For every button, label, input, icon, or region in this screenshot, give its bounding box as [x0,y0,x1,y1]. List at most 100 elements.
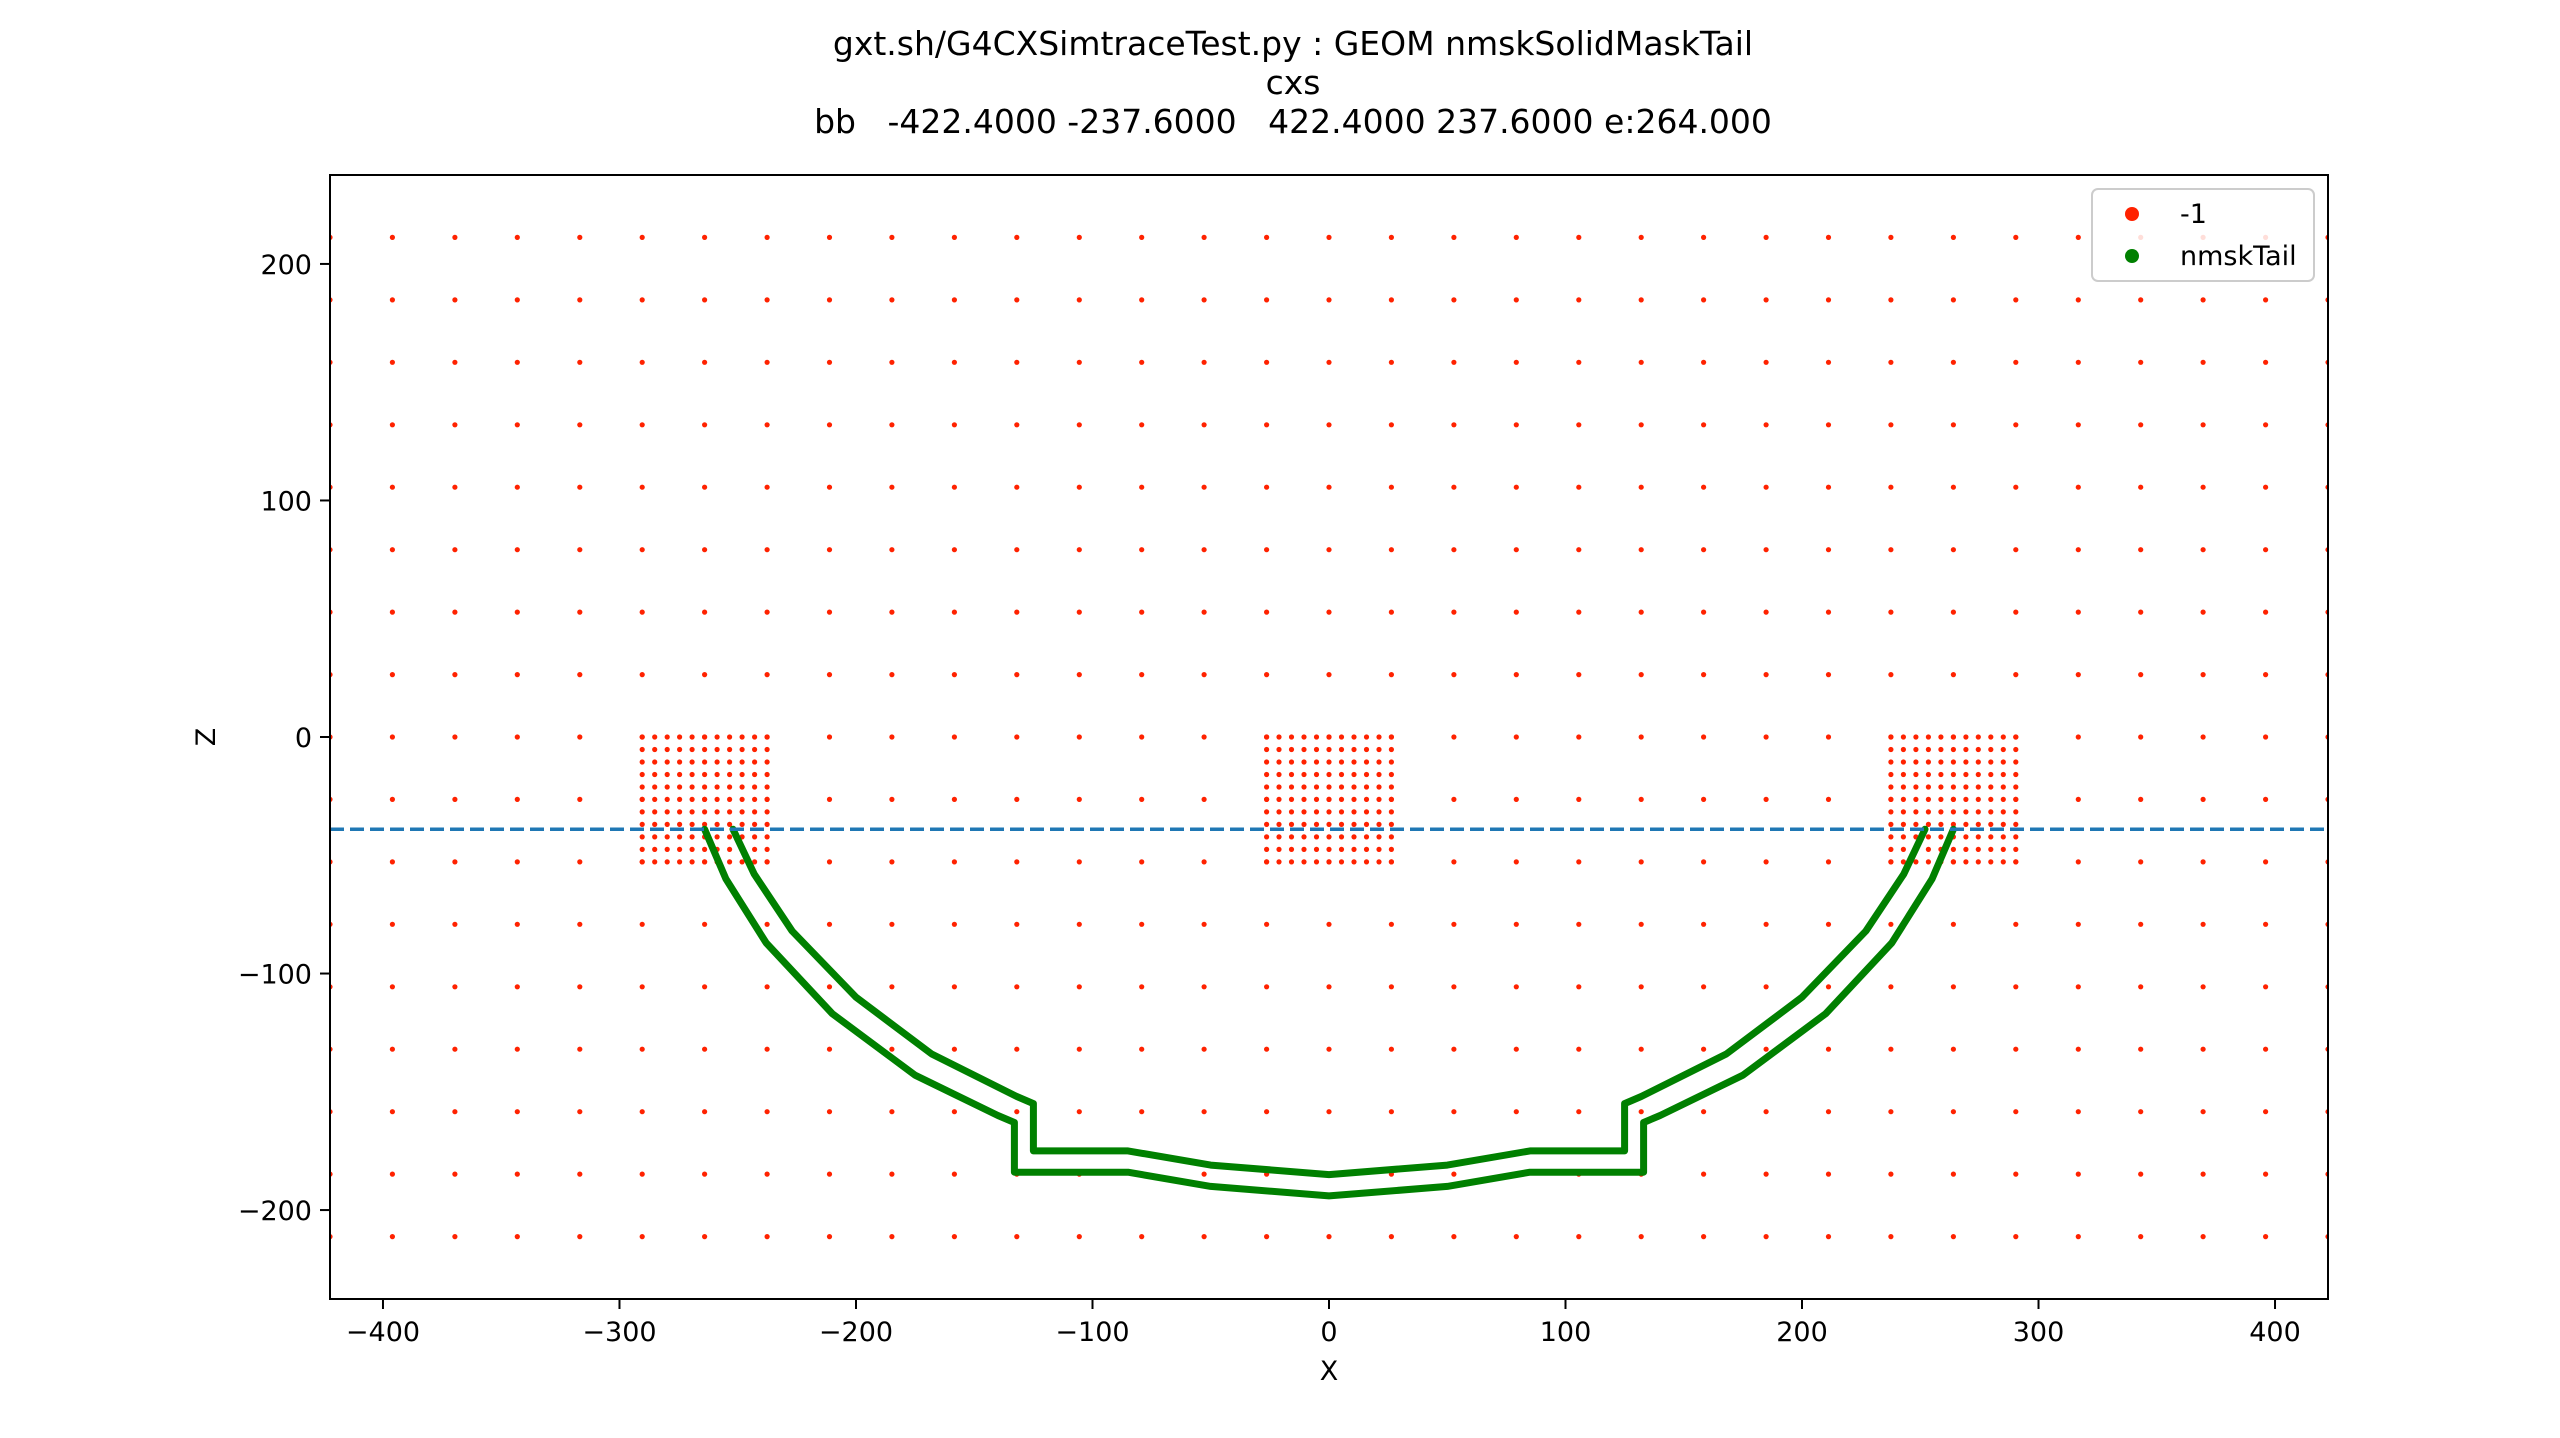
data-point-minus-one [2075,484,2081,490]
data-point-minus-one [2075,359,2081,365]
data-point-minus-one [1264,859,1270,865]
data-point-minus-one [1576,422,1582,428]
data-point-minus-one [1276,784,1282,790]
data-point-minus-one [1925,746,1931,753]
data-point-minus-one [2013,784,2019,790]
data-point-minus-one [452,734,458,740]
data-point-minus-one [1451,1046,1457,1052]
data-point-minus-one [639,734,645,740]
data-point-minus-one [677,834,683,840]
data-point-minus-one [727,784,733,790]
data-point-minus-one [389,734,395,740]
data-point-minus-one [1264,984,1270,990]
data-point-minus-one [764,746,770,753]
data-point-minus-one [1326,359,1332,365]
data-point-minus-one [1288,734,1295,740]
data-point-minus-one [1264,484,1270,490]
data-point-minus-one [702,846,708,853]
data-point-minus-one [1076,734,1082,740]
data-point-minus-one [739,759,745,765]
data-point-minus-one [2200,1046,2206,1052]
data-point-minus-one [452,1171,458,1177]
data-point-minus-one [1900,759,1906,765]
data-point-minus-one [1139,359,1145,365]
data-point-minus-one [1888,1046,1894,1052]
data-point-minus-one [1900,846,1906,853]
data-point-minus-one [1139,609,1145,615]
data-point-minus-one [826,547,833,553]
data-point-minus-one [689,834,695,840]
data-point-minus-one [1363,746,1370,753]
data-point-minus-one [1825,297,1832,303]
data-point-minus-one [2263,609,2269,615]
data-point-minus-one [1351,771,1357,778]
data-point-minus-one [664,746,670,753]
data-point-minus-one [1913,746,1919,753]
data-point-minus-one [1825,234,1832,240]
data-point-minus-one [664,796,670,803]
data-point-minus-one [1451,921,1457,927]
data-point-minus-one [514,984,520,990]
data-point-minus-one [639,234,645,240]
data-point-minus-one [639,859,645,865]
legend: -1 nmskTail [2091,188,2315,282]
data-point-minus-one [1313,809,1320,815]
data-point-minus-one [1076,547,1082,553]
legend-label-minus-one: -1 [2180,199,2207,230]
data-point-minus-one [1950,796,1956,803]
data-point-minus-one [1388,672,1394,678]
data-point-minus-one [1301,734,1307,740]
data-point-minus-one [1825,1046,1832,1052]
y-tick-label: −100 [238,960,312,991]
data-point-minus-one [702,672,708,678]
data-point-minus-one [2138,796,2144,803]
data-point-minus-one [664,759,670,765]
data-point-minus-one [739,784,745,790]
data-point-minus-one [2138,1109,2144,1115]
data-point-minus-one [764,734,770,740]
data-point-minus-one [639,1109,645,1115]
data-point-minus-one [889,672,895,678]
data-point-minus-one [1363,771,1370,778]
data-point-minus-one [2263,734,2269,740]
data-point-minus-one [639,484,645,490]
data-point-minus-one [702,859,708,865]
data-point-minus-one [1963,759,1969,765]
data-point-minus-one [889,422,895,428]
data-point-minus-one [727,771,733,778]
data-point-minus-one [389,547,395,553]
data-point-minus-one [452,359,458,365]
data-point-minus-one [452,984,458,990]
data-point-minus-one [1825,422,1832,428]
data-point-minus-one [2013,734,2019,740]
data-point-minus-one [1201,734,1207,740]
data-point-minus-one [1264,809,1270,815]
data-point-minus-one [764,846,770,853]
data-point-minus-one [639,834,645,840]
data-point-minus-one [2075,984,2081,990]
data-point-minus-one [1139,484,1145,490]
data-point-minus-one [1351,834,1357,840]
data-point-minus-one [889,734,895,740]
data-point-minus-one [1576,484,1582,490]
data-point-minus-one [1288,834,1295,840]
data-point-minus-one [639,809,645,815]
data-point-minus-one [1950,422,1956,428]
data-point-minus-one [577,984,583,990]
nmsktail-outer-profile [701,825,1957,1200]
data-point-minus-one [2200,672,2206,678]
data-point-minus-one [577,1046,583,1052]
data-point-minus-one [2263,1046,2269,1052]
data-point-minus-one [1638,796,1644,803]
data-point-minus-one [1950,746,1956,753]
data-point-minus-one [951,672,958,678]
data-point-minus-one [1975,759,1981,765]
y-tick-label: 200 [260,250,312,281]
data-point-minus-one [1388,484,1394,490]
data-point-minus-one [739,734,745,740]
data-point-minus-one [826,672,833,678]
data-point-minus-one [2138,1046,2144,1052]
data-point-minus-one [677,809,683,815]
data-point-minus-one [1338,771,1345,778]
